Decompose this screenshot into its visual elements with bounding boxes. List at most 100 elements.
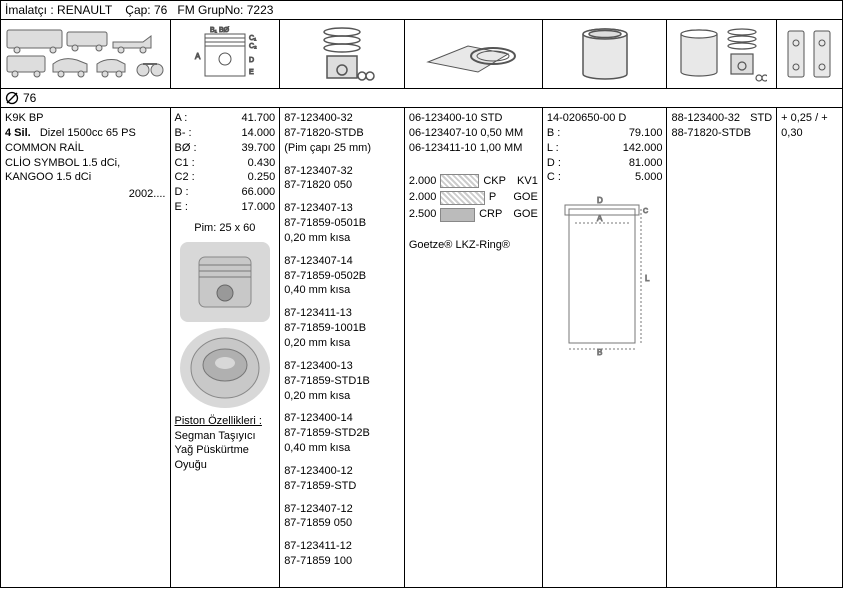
- part-no: 87-123400-32: [284, 111, 400, 126]
- imalatci-label: İmalatçı :: [5, 3, 54, 17]
- part-no: 87-123400-14: [284, 411, 400, 426]
- ring-code: CRP: [479, 207, 502, 222]
- part-no: 87-71859-STD1B: [284, 374, 400, 389]
- oversize-value: + 0,25 / + 0,30: [781, 111, 838, 141]
- cylinder-count: 4 Sil.: [5, 127, 31, 139]
- ring-width: 2.500: [409, 207, 437, 222]
- engine-spec: Dizel 1500cc 65 PS: [40, 127, 136, 139]
- dim-c1-label: C1 :: [175, 156, 205, 171]
- svg-text:A: A: [195, 52, 201, 61]
- ring-code: P: [489, 190, 496, 205]
- dim-d-label: D :: [175, 185, 205, 200]
- liner-b-label: B :: [547, 126, 577, 141]
- dim-e-label: E :: [175, 200, 205, 215]
- part-note: 0,20 mm kısa: [284, 336, 400, 351]
- ring-code: KV1: [517, 174, 538, 189]
- svg-text:D: D: [597, 196, 603, 205]
- ring-set-icon: [405, 20, 543, 88]
- part-no: 87-71859-0502B: [284, 269, 400, 284]
- liner-d-label: D :: [547, 156, 577, 171]
- ring-profile-icon: [440, 208, 475, 222]
- category-icon-row: A B₁ BØ C₁ C₂ D E: [0, 20, 843, 88]
- kit-std: STD: [750, 111, 772, 126]
- svg-text:A: A: [597, 214, 603, 223]
- liner-l: 142.000: [577, 141, 663, 156]
- ring-profile-icon: [440, 191, 485, 205]
- ring-spec-3: 2.500 CRP GOE: [409, 207, 538, 222]
- dimensions-col: A :41.700 B- :14.000 BØ :39.700 C1 :0.43…: [171, 108, 281, 587]
- part-no: 87-123411-12: [284, 539, 400, 554]
- piston-feature-1: Segman Taşıyıcı: [175, 429, 276, 444]
- part-no: 87-123407-12: [284, 502, 400, 517]
- piston-parts-col: 87-123400-3287-71820-STDB(Pim çapı 25 mm…: [280, 108, 405, 587]
- engine-line2: CLİO SYMBOL 1.5 dCi, KANGOO 1.5 dCi: [5, 156, 166, 186]
- dim-a: 41.700: [205, 111, 276, 126]
- part-no: 87-123407-13: [284, 201, 400, 216]
- part-no: 87-123407-32: [284, 164, 400, 179]
- dim-e: 17.000: [205, 200, 276, 215]
- ring-profile-icon: [440, 174, 479, 188]
- vehicles-icon: [1, 20, 171, 88]
- part-no: 87-71820-STDB: [284, 126, 400, 141]
- part-no: 87-71859 100: [284, 554, 400, 569]
- part-no: 87-71859-STD2B: [284, 426, 400, 441]
- dim-a-label: A :: [175, 111, 205, 126]
- ring-code: GOE: [513, 190, 537, 205]
- svg-text:E: E: [249, 69, 254, 76]
- liner-c: 5.000: [577, 170, 663, 185]
- cap-value: 76: [154, 3, 167, 17]
- misc-icon: [777, 20, 842, 88]
- cap-label: Çap:: [125, 3, 150, 17]
- part-no: 87-123400-13: [284, 359, 400, 374]
- grup-value: 7223: [247, 3, 274, 17]
- dim-d: 66.000: [205, 185, 276, 200]
- liner-c-label: C :: [547, 170, 577, 185]
- kit-col: 88-123400-32 STD 88-71820-STDB: [667, 108, 777, 587]
- ring-width: 2.000: [409, 190, 437, 205]
- engine-year: 2002....: [5, 187, 166, 202]
- liner-icon: [543, 20, 668, 88]
- engine-line1: COMMON RAİL: [5, 141, 166, 156]
- dim-c2-label: C2 :: [175, 170, 205, 185]
- svg-text:D: D: [249, 57, 254, 64]
- dim-bdia: 39.700: [205, 141, 276, 156]
- diameter-row: 76: [0, 88, 843, 108]
- part-no: 87-71859-0501B: [284, 216, 400, 231]
- liner-l-label: L :: [547, 141, 577, 156]
- piston-feature-3: Oyuğu: [175, 458, 276, 473]
- svg-text:C₁: C₁: [249, 35, 257, 42]
- piston-photo-2: [180, 328, 270, 408]
- pim-label: Pim: 25 x 60: [175, 221, 276, 236]
- imalatci-value: RENAULT: [57, 3, 112, 17]
- liner-d: 81.000: [577, 156, 663, 171]
- part-note: 0,40 mm kısa: [284, 441, 400, 456]
- dim-c2: 0.250: [205, 170, 276, 185]
- svg-text:L: L: [645, 274, 650, 283]
- dim-c1: 0.430: [205, 156, 276, 171]
- part-note: 0,20 mm kısa: [284, 231, 400, 246]
- piston-dimensions-icon: A B₁ BØ C₁ C₂ D E: [171, 20, 281, 88]
- part-no: 87-71859-1001B: [284, 321, 400, 336]
- piston-features-title: Piston Özellikleri :: [175, 414, 276, 429]
- piston-rings-icon: [280, 20, 405, 88]
- engine-info: K9K BP 4 Sil. Dizel 1500cc 65 PS COMMON …: [1, 108, 171, 587]
- svg-text:C₂: C₂: [249, 43, 257, 50]
- ring-width: 2.000: [409, 174, 437, 189]
- ring-part: 06-123400-10 STD: [409, 111, 538, 126]
- dim-bminus: 14.000: [205, 126, 276, 141]
- part-no: 87-123407-14: [284, 254, 400, 269]
- part-note: 0,20 mm kısa: [284, 389, 400, 404]
- piston-feature-2: Yağ Püskürtme: [175, 443, 276, 458]
- liner-diagram: D A C L B: [547, 191, 663, 361]
- liner-b: 79.100: [577, 126, 663, 141]
- ring-set-col: 06-123400-10 STD 06-123407-10 0,50 MM 06…: [405, 108, 543, 587]
- dim-bminus-label: B- :: [175, 126, 205, 141]
- svg-text:B₁ BØ: B₁ BØ: [210, 27, 230, 34]
- part-no: 87-71859 050: [284, 516, 400, 531]
- ring-part: 06-123411-10 1,00 MM: [409, 141, 538, 156]
- ring-spec-1: 2.000 CKP KV1: [409, 174, 538, 189]
- liner-kit-icon: [667, 20, 777, 88]
- ring-part: 06-123407-10 0,50 MM: [409, 126, 538, 141]
- catalog-header: İmalatçı : RENAULT Çap: 76 FM GrupNo: 72…: [0, 0, 843, 20]
- diameter-icon: [5, 91, 19, 105]
